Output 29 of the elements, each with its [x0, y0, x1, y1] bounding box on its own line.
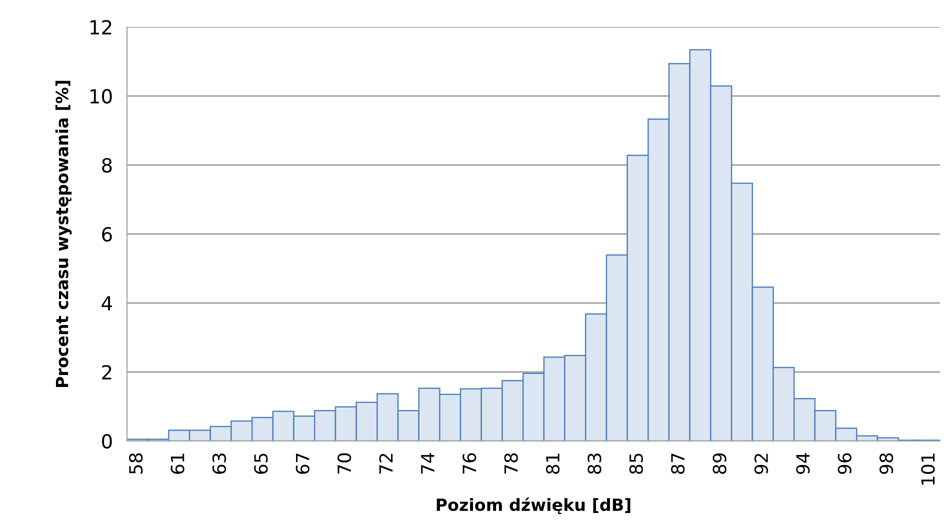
x-axis-title: Poziom dźwięku [dB] — [436, 497, 630, 514]
x-tick-label: 101 — [921, 454, 935, 485]
x-tick-label: 76 — [462, 453, 476, 474]
x-tick-label: 83 — [588, 454, 602, 474]
x-tick-label: 89 — [712, 453, 726, 474]
x-tick-label: 94 — [796, 453, 810, 474]
x-tick-label: 65 — [254, 454, 268, 474]
x-tick-label: 72 — [379, 454, 393, 474]
x-tick-label: 87 — [671, 454, 685, 474]
y-tick-label: 2 — [102, 364, 112, 380]
y-tick-label: 10 — [90, 88, 112, 104]
x-tick-label: 70 — [337, 453, 352, 474]
x-tick-label: 78 — [504, 453, 518, 474]
y-tick-label: 8 — [102, 158, 112, 173]
x-tick-label: 61 — [170, 454, 184, 474]
x-tick-label: 85 — [629, 454, 643, 474]
x-tick-label: 98 — [879, 453, 894, 474]
x-tick-label: 67 — [296, 454, 310, 474]
x-tick-label: 92 — [754, 454, 768, 474]
y-tick-label: 4 — [102, 296, 112, 310]
x-tick-label: 96 — [838, 453, 852, 474]
x-tick-label: 63 — [212, 454, 226, 474]
y-tick-label: 0 — [102, 434, 112, 449]
y-tick-label: 12 — [90, 20, 112, 34]
x-tick-label: 81 — [546, 454, 560, 474]
x-tick-label: 58 — [129, 453, 143, 474]
x-tick-label: 74 — [421, 453, 434, 474]
y-tick-label: 6 — [102, 226, 112, 242]
y-axis-title: Procent czasu występowania [%] — [55, 80, 72, 388]
